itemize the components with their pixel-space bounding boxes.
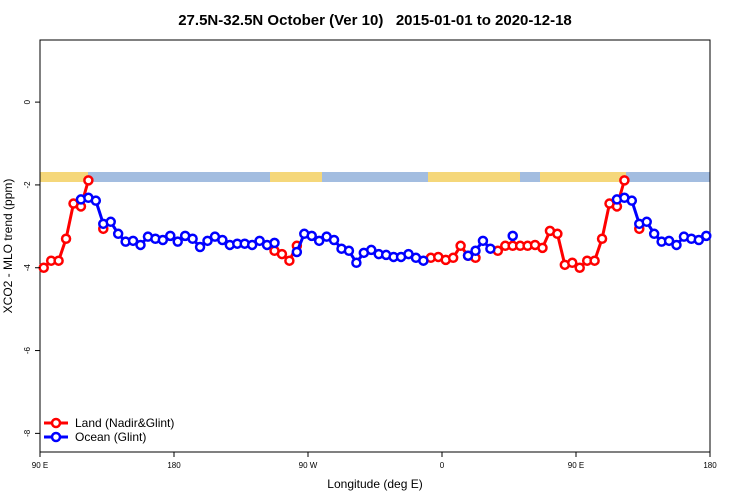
data-point xyxy=(671,239,682,251)
data-point xyxy=(328,234,340,246)
data-point xyxy=(90,195,102,206)
data-point xyxy=(596,233,608,245)
data-point xyxy=(165,230,176,242)
data-point xyxy=(127,235,139,247)
data-point xyxy=(254,235,265,247)
x-tick-label: 90 E xyxy=(32,461,48,470)
data-point xyxy=(246,239,258,251)
data-point xyxy=(626,195,638,206)
data-point xyxy=(366,244,377,256)
y-tick-label: -6 xyxy=(23,346,32,354)
data-point xyxy=(485,243,496,254)
data-point xyxy=(172,236,183,247)
y-tick-label: 0 xyxy=(23,99,32,104)
data-point xyxy=(269,237,280,249)
data-point xyxy=(589,255,600,266)
data-point xyxy=(537,242,548,254)
data-point xyxy=(38,262,49,273)
legend-marker xyxy=(50,431,62,443)
data-point xyxy=(477,235,489,247)
data-point xyxy=(202,235,213,247)
x-tick-label: 90 W xyxy=(299,461,318,470)
data-point xyxy=(701,230,712,242)
x-tick-label: 0 xyxy=(440,461,445,470)
y-tick-label: -8 xyxy=(23,429,32,437)
data-point xyxy=(447,252,459,264)
data-point xyxy=(574,262,585,273)
data-point xyxy=(343,245,355,257)
data-point xyxy=(351,257,362,269)
x-tick-label: 90 E xyxy=(568,461,584,470)
data-point xyxy=(619,175,630,186)
legend: Land (Nadir&Glint) Ocean (Glint) xyxy=(44,416,174,444)
data-point xyxy=(418,255,429,266)
x-axis-label: Longitude (deg E) xyxy=(327,477,422,491)
data-point xyxy=(53,255,64,266)
legend-marker xyxy=(50,417,62,429)
data-point xyxy=(60,233,72,245)
data-point xyxy=(291,246,303,258)
data-point xyxy=(641,216,652,228)
data-point xyxy=(552,228,563,240)
data-point xyxy=(276,248,288,260)
x-tick-label: 180 xyxy=(167,461,181,470)
data-point xyxy=(187,233,198,245)
plot-frame xyxy=(39,39,711,453)
data-point xyxy=(648,228,660,240)
data-point xyxy=(135,239,146,251)
data-point xyxy=(470,245,481,257)
legend-label: Land (Nadir&Glint) xyxy=(75,416,174,430)
data-point xyxy=(105,216,116,228)
y-tick-label: -4 xyxy=(23,264,32,272)
map-strip xyxy=(40,172,710,182)
data-point xyxy=(194,241,206,253)
data-point xyxy=(157,234,169,246)
data-point xyxy=(462,250,474,261)
x-tick-label: 180 xyxy=(703,461,717,470)
data-point xyxy=(507,230,518,242)
data-point xyxy=(284,255,295,266)
data-point xyxy=(693,234,705,246)
y-axis-label: XCO2 - MLO trend (ppm) xyxy=(1,179,15,314)
data-point xyxy=(663,235,675,247)
data-point xyxy=(217,234,228,246)
y-tick-label: -2 xyxy=(23,181,32,189)
data-point xyxy=(306,230,317,242)
data-point xyxy=(567,257,578,269)
legend-label: Ocean (Glint) xyxy=(75,430,146,444)
data-point xyxy=(112,228,124,240)
chart-title: 27.5N-32.5N October (Ver 10) 2015-01-01 … xyxy=(178,12,572,29)
data-point xyxy=(313,235,325,247)
data-point xyxy=(455,240,466,252)
data-point xyxy=(83,175,94,186)
series-line xyxy=(44,180,640,267)
